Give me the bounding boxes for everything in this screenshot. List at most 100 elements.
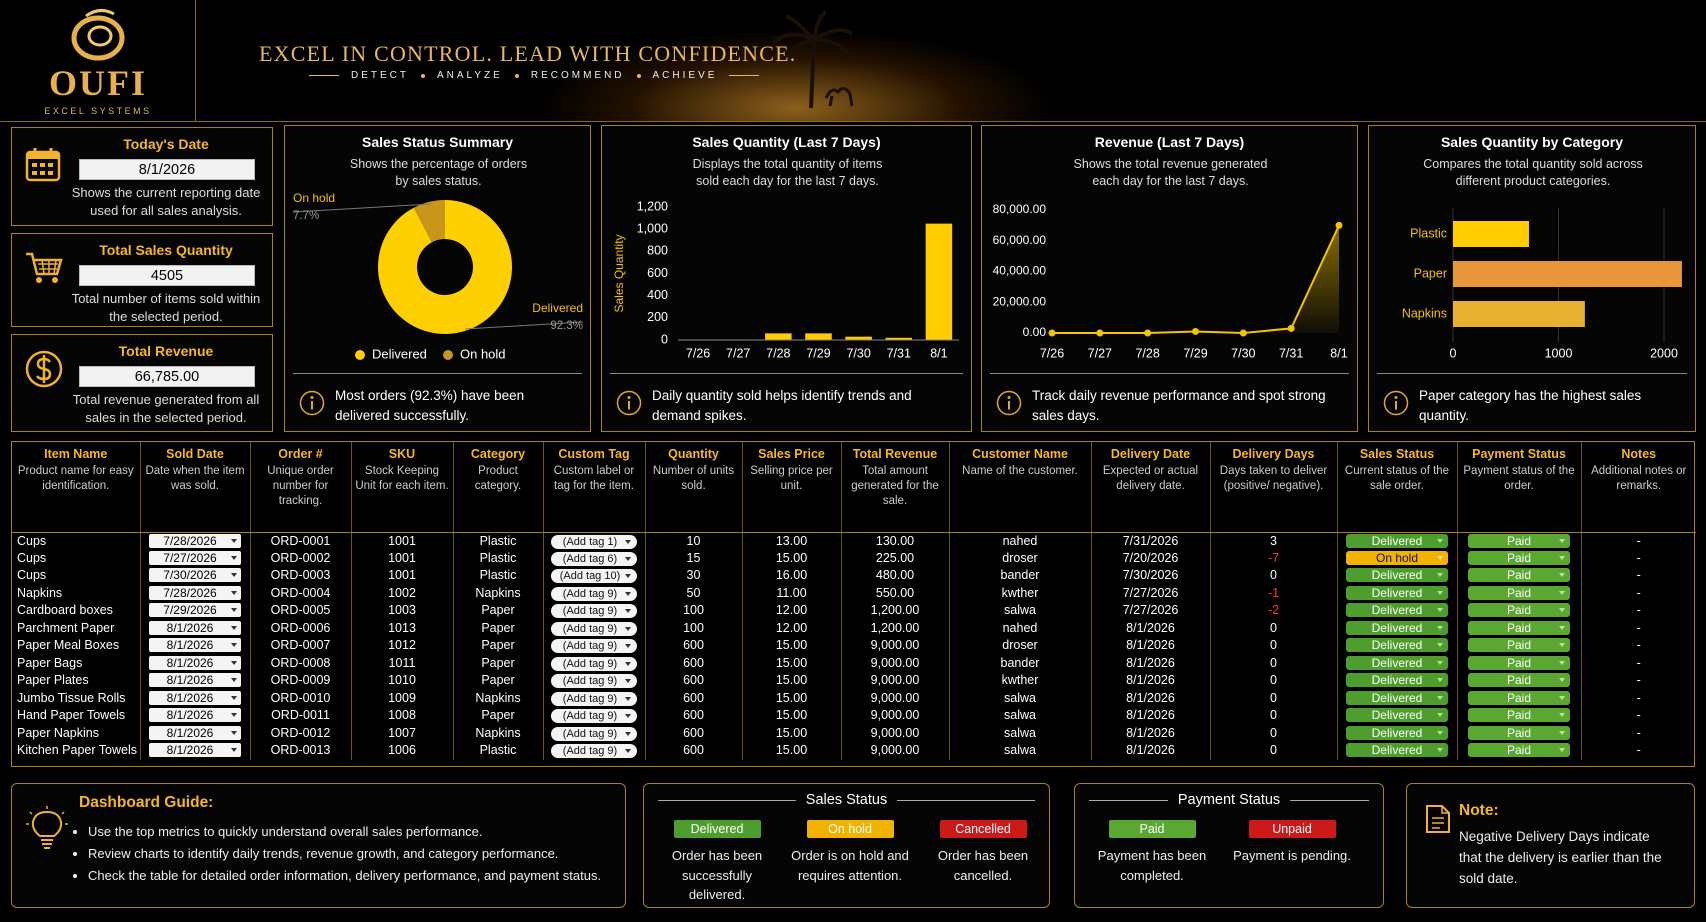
x-tick-label: 0 xyxy=(1450,346,1457,360)
table-cell: - xyxy=(1581,585,1696,603)
table-cell: Paper xyxy=(453,654,544,672)
table-cell: Paid xyxy=(1457,742,1582,760)
column-title: Total Revenue xyxy=(852,447,938,461)
header-cell: Payment Status Payment status of the orde… xyxy=(1457,442,1582,533)
status-pill: Delivered xyxy=(1346,568,1448,583)
cell-text: 15.00 xyxy=(775,673,808,688)
logo: OUFI EXCEL SYSTEMS xyxy=(0,0,196,122)
table-cell: -1 xyxy=(1210,584,1338,602)
column-title: Sales Status xyxy=(1359,447,1435,461)
table-cell: 8/1/2026 xyxy=(140,619,251,637)
table-cell: 50 xyxy=(645,584,743,602)
info-dot xyxy=(1394,396,1398,399)
area xyxy=(1052,225,1339,333)
table-cell: 480.00 xyxy=(841,567,950,585)
date-dropdown: 7/29/2026 xyxy=(149,603,241,618)
cell-text: salwa xyxy=(1004,690,1036,705)
cell-text: 1003 xyxy=(388,603,416,618)
table-cell: 0 xyxy=(1210,724,1338,742)
column-title: Quantity xyxy=(668,447,719,461)
rule xyxy=(729,75,760,76)
cell-text: 0 xyxy=(1270,725,1277,740)
header-cell: Category Product category. xyxy=(453,442,544,533)
table-cell: Jumbo Tissue Rolls xyxy=(12,689,141,707)
status-pill: On hold xyxy=(1346,550,1448,565)
cell-text: Paper xyxy=(481,655,515,670)
table-cell: ORD-0012 xyxy=(250,724,352,742)
table-cell: 550.00 xyxy=(841,584,950,602)
table-cell: Delivered xyxy=(1337,672,1458,690)
table-cell: - xyxy=(1581,742,1696,760)
kpi-card: Today's Date 8/1/2026 Shows the current … xyxy=(11,127,273,226)
tag-dropdown: (Add tag 9) xyxy=(551,604,637,619)
x-tick-label: 7/31 xyxy=(1279,346,1303,360)
table-cell: (Add tag 9) xyxy=(543,654,646,672)
table-cell: (Add tag 9) xyxy=(543,602,646,620)
legend-label: On hold xyxy=(460,346,506,361)
legend-item: Delivered Order has been successfully del… xyxy=(652,820,782,905)
table-cell: - xyxy=(1581,637,1696,655)
cell-text: Paper Bags xyxy=(17,655,83,670)
info-icon xyxy=(1383,390,1409,416)
table-cell: ORD-0007 xyxy=(250,637,352,655)
info-ring xyxy=(616,390,642,416)
table-cell: 1,200.00 xyxy=(841,602,950,620)
cell-text: kwther xyxy=(1001,673,1039,688)
table-cell: 15.00 xyxy=(742,689,842,707)
table-cell: 15.00 xyxy=(742,549,842,567)
table-row: Paper Plates 8/1/2026 ORD-0009 1010 Paper (Ad… xyxy=(12,672,1696,690)
table-cell: Delivered xyxy=(1337,742,1458,760)
cell-text: Paper Napkins xyxy=(17,725,99,740)
payment-pill: Paid xyxy=(1468,708,1570,723)
cell-text: 11.00 xyxy=(776,585,807,600)
y-tick-label: Plastic xyxy=(1410,226,1447,240)
table-cell: Plastic xyxy=(453,532,544,550)
date-dropdown: 7/27/2026 xyxy=(149,550,241,565)
cell-text: Paper xyxy=(481,708,515,723)
cell-text: ORD-0007 xyxy=(270,638,331,653)
header-cell: Total Revenue Total amount generated for … xyxy=(841,442,950,533)
column-title: Sold Date xyxy=(166,447,224,461)
legend-pill: Paid xyxy=(1108,820,1196,838)
table-cell: Paid xyxy=(1457,584,1582,602)
table-cell: 100 xyxy=(645,602,743,620)
date-dropdown: 7/28/2026 xyxy=(149,533,241,548)
table-cell: Delivered xyxy=(1337,637,1458,655)
y-tick-label: 800 xyxy=(647,244,668,258)
table-cell: kwther xyxy=(949,672,1092,690)
table-cell: bander xyxy=(949,567,1092,585)
slice-value: 7.7% xyxy=(293,210,319,222)
payment-pill: Paid xyxy=(1468,638,1570,653)
logo-mark xyxy=(71,9,125,61)
column-desc: Number of units sold. xyxy=(652,465,735,492)
cell-text: 0 xyxy=(1270,638,1277,653)
table-cell: On hold xyxy=(1337,549,1458,567)
chart: 0 1000 2000 Plastic Paper Napkins xyxy=(1402,208,1682,360)
table-cell: Paper Bags xyxy=(12,654,141,672)
guide-title: Dashboard Guide: xyxy=(79,794,214,811)
table-cell: 8/1/2026 xyxy=(140,689,251,707)
chart-title: Revenue (Last 7 Days) xyxy=(1094,134,1245,150)
table-cell: 7/29/2026 xyxy=(140,602,251,620)
line xyxy=(1052,224,1340,335)
table-cell: Plastic xyxy=(453,567,544,585)
column-desc: Days taken to deliver (positive/ negativ… xyxy=(1219,465,1328,492)
chart-panel: 0 200 400 600 800 1,000 1,200 Sales Quantity 7/2… xyxy=(601,125,972,432)
cell-text: 0 xyxy=(1270,708,1277,723)
x-tick-label: 7/31 xyxy=(887,346,911,360)
kpi-value: 8/1/2026 xyxy=(79,159,255,180)
palm-decor xyxy=(772,10,854,109)
table-cell: - xyxy=(1581,567,1696,585)
table-cell: 0 xyxy=(1210,672,1338,690)
y-tick-label: Paper xyxy=(1414,266,1447,280)
table-cell: 8/1/2026 xyxy=(140,724,251,742)
table-row: Kitchen Paper Towels 8/1/2026 ORD-0013 1006… xyxy=(12,742,1696,760)
cell-text: 9,000.00 xyxy=(870,743,920,758)
table-cell: 8/1/2026 xyxy=(1091,707,1211,725)
column-desc: Product name for easy identification. xyxy=(17,465,134,492)
column-desc: Date when the item was sold. xyxy=(145,465,245,492)
legend-swatch xyxy=(443,350,453,360)
table-cell: Cups xyxy=(12,532,141,550)
cell-text: 3 xyxy=(1270,533,1277,548)
tag-dropdown: (Add tag 9) xyxy=(551,639,637,654)
